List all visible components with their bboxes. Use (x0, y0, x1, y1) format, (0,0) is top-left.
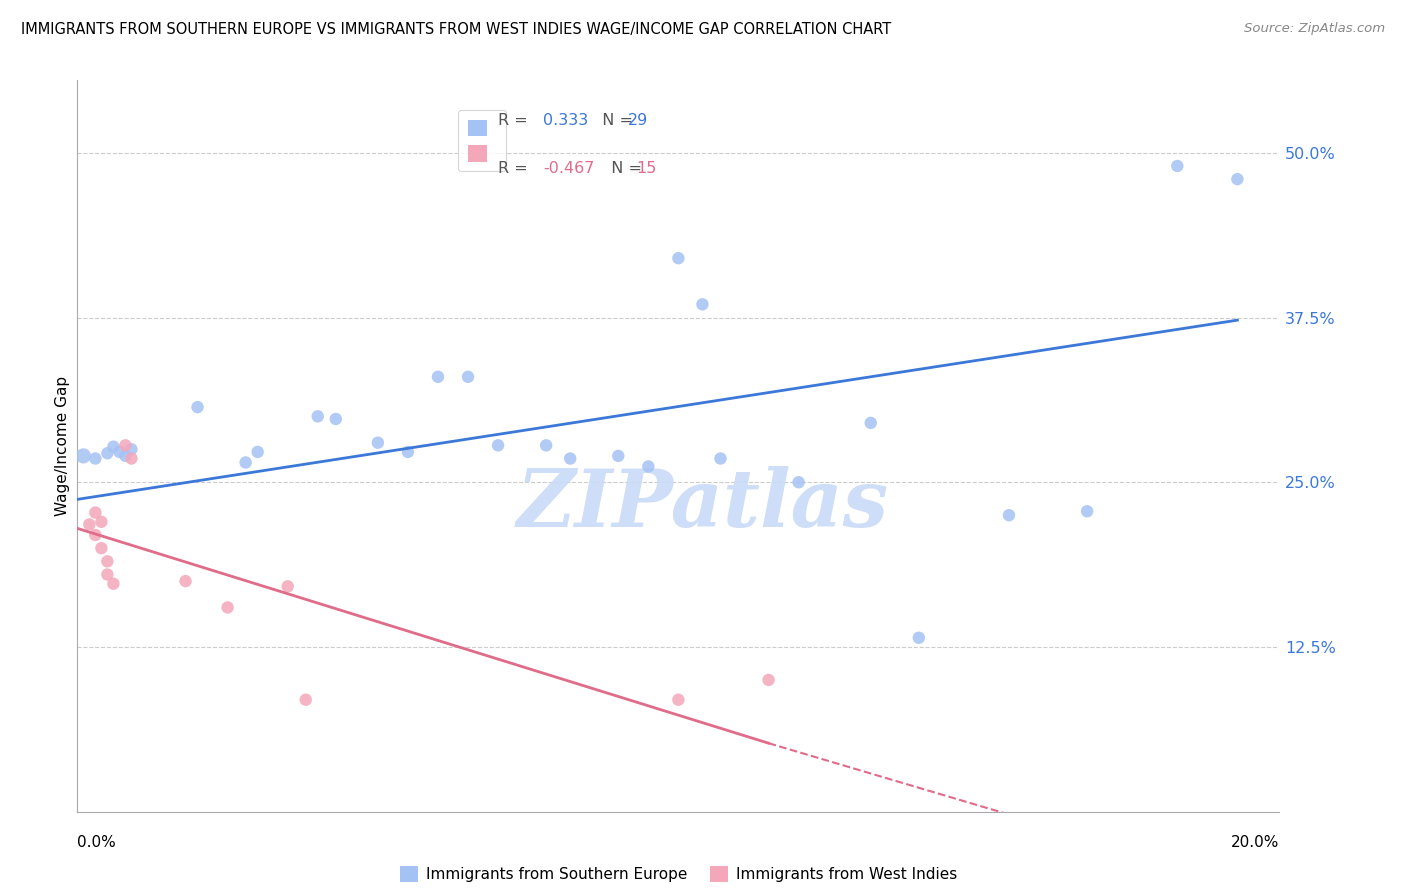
Point (114, 438, 136, 452)
Point (108, 445, 131, 459)
Point (668, 692, 690, 706)
Point (294, 692, 316, 706)
Point (560, 451, 582, 466)
Point (84, 506, 107, 520)
Point (174, 574, 197, 588)
Point (120, 451, 142, 466)
Point (103, 440, 125, 454)
Point (908, 631, 931, 645)
Text: 20.0%: 20.0% (1232, 836, 1279, 850)
Point (607, 449, 630, 463)
Point (79, 517, 101, 532)
Point (457, 369, 479, 384)
Point (187, 400, 209, 414)
Point (1166, 159, 1188, 173)
Text: 29: 29 (627, 113, 648, 128)
Point (246, 445, 269, 459)
Text: R =: R = (498, 113, 538, 128)
Point (396, 445, 419, 459)
Point (427, 369, 450, 384)
Text: IMMIGRANTS FROM SOUTHERN EUROPE VS IMMIGRANTS FROM WEST INDIES WAGE/INCOME GAP C: IMMIGRANTS FROM SOUTHERN EUROPE VS IMMIG… (21, 22, 891, 37)
Point (325, 412, 347, 426)
Y-axis label: Wage/Income Gap: Wage/Income Gap (55, 376, 70, 516)
Point (114, 449, 136, 463)
Text: Source: ZipAtlas.com: Source: ZipAtlas.com (1244, 22, 1385, 36)
Point (120, 442, 142, 457)
Point (787, 475, 810, 490)
Text: 15: 15 (636, 161, 657, 176)
Text: R =: R = (498, 161, 533, 176)
Point (72, 449, 94, 463)
Point (367, 435, 389, 450)
Text: 0.333: 0.333 (543, 113, 588, 128)
Text: N =: N = (592, 113, 638, 128)
Text: N =: N = (600, 161, 647, 176)
Point (668, 251, 690, 265)
Point (277, 579, 299, 593)
Point (1076, 504, 1098, 518)
Point (692, 297, 714, 311)
Point (1226, 172, 1249, 186)
Point (96, 554, 118, 568)
Point (96, 446, 118, 460)
Legend: Immigrants from Southern Europe, Immigrants from West Indies: Immigrants from Southern Europe, Immigra… (394, 860, 963, 888)
Point (998, 508, 1021, 523)
Point (534, 438, 557, 452)
Point (84, 451, 107, 466)
Point (637, 459, 659, 474)
Point (103, 576, 125, 591)
Point (96, 567, 118, 582)
Point (709, 451, 731, 466)
Point (307, 409, 329, 424)
Text: ZIPatlas: ZIPatlas (516, 466, 889, 543)
Point (217, 600, 239, 615)
Point (859, 416, 882, 430)
Point (90, 541, 112, 556)
Point (758, 673, 780, 687)
Text: 0.0%: 0.0% (77, 836, 117, 850)
Point (90, 515, 112, 529)
Text: -0.467: -0.467 (543, 161, 595, 176)
Point (84, 528, 107, 542)
Point (486, 438, 509, 452)
Point (235, 455, 257, 469)
